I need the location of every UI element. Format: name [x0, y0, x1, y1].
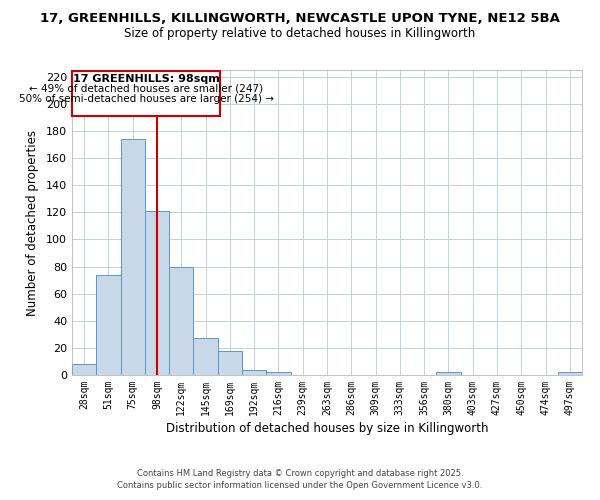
Bar — [72, 364, 96, 375]
Text: ← 49% of detached houses are smaller (247): ← 49% of detached houses are smaller (24… — [29, 84, 263, 94]
X-axis label: Distribution of detached houses by size in Killingworth: Distribution of detached houses by size … — [166, 422, 488, 435]
Text: 17 GREENHILLS: 98sqm: 17 GREENHILLS: 98sqm — [73, 74, 220, 84]
Y-axis label: Number of detached properties: Number of detached properties — [26, 130, 39, 316]
Bar — [558, 372, 582, 375]
Bar — [145, 211, 169, 375]
Text: 50% of semi-detached houses are larger (254) →: 50% of semi-detached houses are larger (… — [19, 94, 274, 104]
Text: Size of property relative to detached houses in Killingworth: Size of property relative to detached ho… — [124, 28, 476, 40]
Text: 17, GREENHILLS, KILLINGWORTH, NEWCASTLE UPON TYNE, NE12 5BA: 17, GREENHILLS, KILLINGWORTH, NEWCASTLE … — [40, 12, 560, 26]
FancyBboxPatch shape — [72, 72, 220, 116]
Bar — [218, 350, 242, 375]
Bar — [96, 274, 121, 375]
Bar — [266, 372, 290, 375]
Bar — [242, 370, 266, 375]
Bar — [121, 139, 145, 375]
Text: Contains HM Land Registry data © Crown copyright and database right 2025.: Contains HM Land Registry data © Crown c… — [137, 468, 463, 477]
Text: Contains public sector information licensed under the Open Government Licence v3: Contains public sector information licen… — [118, 481, 482, 490]
Bar — [193, 338, 218, 375]
Bar — [436, 372, 461, 375]
Bar — [169, 266, 193, 375]
